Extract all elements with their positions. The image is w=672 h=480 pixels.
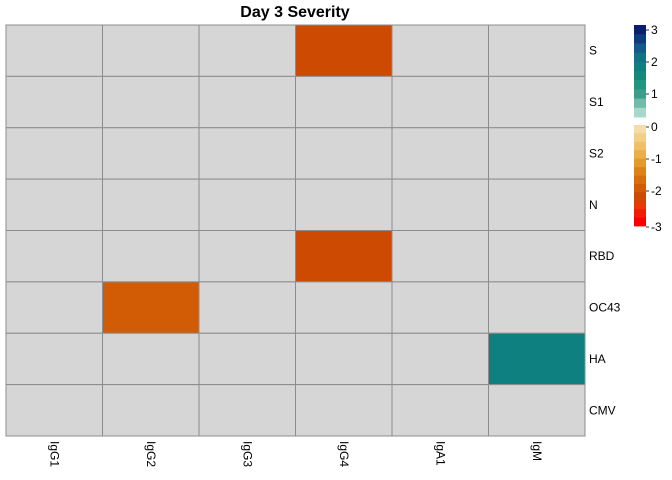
colorbar-swatch bbox=[634, 61, 646, 72]
colorbar-swatch bbox=[634, 200, 646, 210]
column-label: IgG2 bbox=[144, 441, 158, 467]
heatmap-cell bbox=[391, 24, 489, 77]
heatmap-cell bbox=[102, 384, 200, 437]
row-label: CMV bbox=[589, 403, 616, 417]
heatmap-cell bbox=[295, 75, 393, 129]
heatmap-cell bbox=[391, 281, 489, 334]
heatmap-cell bbox=[198, 24, 296, 77]
colorbar-swatch bbox=[634, 158, 646, 168]
heatmap-cell bbox=[391, 75, 489, 129]
colorbar-swatch bbox=[634, 150, 646, 160]
column-label: IgG4 bbox=[337, 441, 351, 467]
colorbar-swatch bbox=[634, 209, 646, 218]
heatmap-cell bbox=[488, 332, 586, 386]
colorbar-swatch bbox=[634, 89, 646, 99]
row-label: S2 bbox=[589, 146, 604, 160]
heatmap-cell bbox=[391, 178, 489, 231]
heatmap-cell bbox=[5, 230, 103, 283]
colorbar-tick-label: 3 bbox=[651, 23, 658, 37]
heatmap-cell bbox=[102, 75, 200, 129]
heatmap-cell bbox=[488, 281, 586, 334]
colorbar: 3 2 1 0 -1 -2 -3 bbox=[634, 23, 662, 234]
heatmap-cell bbox=[198, 127, 296, 180]
heatmap-cell bbox=[102, 24, 200, 77]
row-label: N bbox=[589, 198, 598, 212]
heatmap-cell bbox=[391, 230, 489, 283]
colorbar-swatch bbox=[634, 183, 646, 193]
heatmap-cell bbox=[5, 384, 103, 437]
chart-title: Day 3 Severity bbox=[240, 4, 350, 21]
heatmap-cell bbox=[295, 24, 393, 77]
row-label: RBD bbox=[589, 249, 615, 263]
colorbar-tick-label: 0 bbox=[651, 120, 658, 134]
colorbar-swatch bbox=[634, 167, 646, 176]
colorbar-tick-label: -1 bbox=[651, 152, 662, 166]
heatmap-cell bbox=[5, 178, 103, 231]
column-label: IgG3 bbox=[240, 441, 254, 467]
colorbar-tick-label: -3 bbox=[651, 220, 662, 234]
colorbar-swatch bbox=[634, 125, 646, 134]
heatmap-cell bbox=[5, 75, 103, 129]
heatmap-cell bbox=[488, 178, 586, 231]
colorbar-tick-label: -2 bbox=[651, 184, 662, 198]
heatmap-cell bbox=[102, 281, 200, 334]
heatmap-cell bbox=[5, 281, 103, 334]
heatmap-cell bbox=[198, 75, 296, 129]
column-label: IgM bbox=[530, 441, 544, 461]
heatmap-cell bbox=[5, 332, 103, 386]
heatmap-cell bbox=[295, 281, 393, 334]
row-label: S bbox=[589, 44, 597, 58]
heatmap-cell bbox=[198, 281, 296, 334]
heatmap-cell bbox=[102, 178, 200, 231]
colorbar-tick-label: 2 bbox=[651, 55, 658, 69]
heatmap-cell bbox=[295, 127, 393, 180]
heatmap-cells bbox=[5, 24, 586, 437]
colorbar-swatch bbox=[634, 175, 646, 185]
heatmap-cell bbox=[198, 178, 296, 231]
colorbar-swatch bbox=[634, 25, 646, 35]
heatmap-cell bbox=[488, 75, 586, 129]
colorbar-swatch bbox=[634, 34, 646, 44]
colorbar-swatch bbox=[634, 98, 646, 109]
colorbar-swatch bbox=[634, 43, 646, 53]
colorbar-swatch bbox=[634, 71, 646, 81]
colorbar-swatch bbox=[634, 192, 646, 202]
heatmap-cell bbox=[488, 230, 586, 283]
heatmap-cell bbox=[488, 24, 586, 77]
heatmap-cell bbox=[391, 332, 489, 386]
row-label: S1 bbox=[589, 95, 604, 109]
colorbar-swatch bbox=[634, 80, 646, 90]
colorbar-swatch bbox=[634, 52, 646, 63]
row-label: HA bbox=[589, 352, 606, 366]
column-labels: IgG1 IgG2 IgG3 IgG4 IgA1 IgM bbox=[47, 441, 544, 467]
heatmap-cell bbox=[295, 384, 393, 437]
column-label: IgG1 bbox=[47, 441, 61, 467]
heatmap-cell bbox=[391, 384, 489, 437]
heatmap-cell bbox=[102, 230, 200, 283]
heatmap-cell bbox=[5, 127, 103, 180]
heatmap-cell bbox=[488, 384, 586, 437]
heatmap-cell bbox=[295, 230, 393, 283]
heatmap-cell bbox=[198, 384, 296, 437]
colorbar-tick-label: 1 bbox=[651, 87, 658, 101]
heatmap-cell bbox=[295, 178, 393, 231]
heatmap-cell bbox=[198, 230, 296, 283]
heatmap-cell bbox=[295, 332, 393, 386]
colorbar-swatch bbox=[634, 133, 646, 143]
heatmap-cell bbox=[102, 127, 200, 180]
colorbar-swatch bbox=[634, 217, 646, 227]
heatmap-cell bbox=[102, 332, 200, 386]
row-label: OC43 bbox=[589, 301, 621, 315]
colorbar-swatch bbox=[634, 141, 646, 151]
heatmap-cell bbox=[5, 24, 103, 77]
heatmap-cell bbox=[488, 127, 586, 180]
heatmap-cell bbox=[198, 332, 296, 386]
row-labels: S S1 S2 N RBD OC43 HA CMV bbox=[589, 44, 621, 418]
colorbar-swatch bbox=[634, 107, 646, 118]
column-label: IgA1 bbox=[433, 441, 447, 466]
heatmap-cell bbox=[391, 127, 489, 180]
